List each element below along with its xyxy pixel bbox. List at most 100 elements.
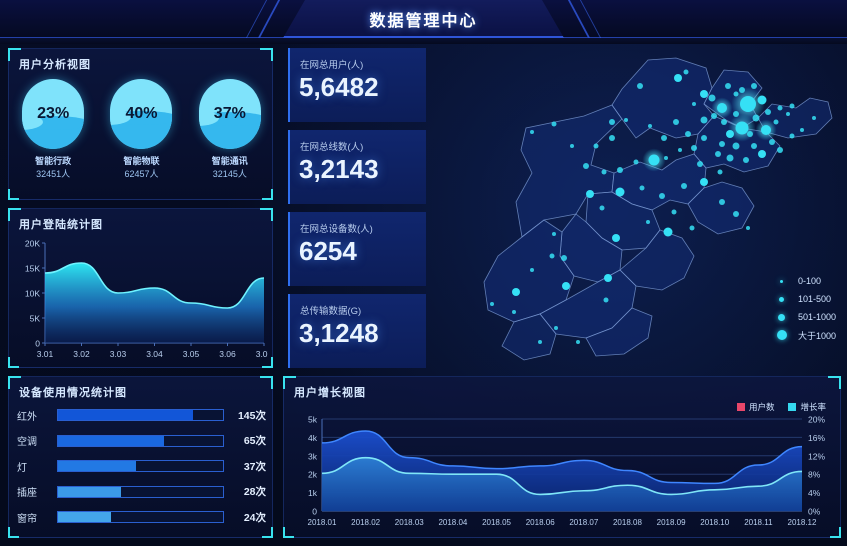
bar-value: 28次 xyxy=(243,486,266,498)
kpi-card-online-lines[interactable]: 在网总线数(人) 3,2143 xyxy=(288,130,426,204)
table-row[interactable]: 空调 65次 xyxy=(17,431,266,451)
panel-title-device-usage: 设备使用情况统计图 xyxy=(19,387,127,399)
gauge-2[interactable]: 40% 智能物联 62457人 xyxy=(105,79,177,199)
growth-legend[interactable]: 用户数 增长率 xyxy=(736,401,826,413)
gauge-label: 智能通讯 32145人 xyxy=(211,156,248,180)
svg-text:2018.10: 2018.10 xyxy=(700,518,729,527)
bar-track xyxy=(57,434,224,447)
table-row[interactable]: 灯 37次 xyxy=(17,456,266,476)
gauge-1[interactable]: 23% 智能行政 32451人 xyxy=(17,79,89,199)
table-row[interactable]: 窗帘 24次 xyxy=(17,507,266,527)
svg-text:1k: 1k xyxy=(308,488,318,498)
svg-text:20K: 20K xyxy=(25,239,40,249)
kpi-card-online-users[interactable]: 在网总用户(人) 5,6482 xyxy=(288,48,426,122)
bar-track xyxy=(57,511,224,523)
kpi-label: 在网总设备数(人) xyxy=(300,224,373,235)
map-legend-item-1: 0-100 xyxy=(776,272,836,290)
svg-text:0: 0 xyxy=(312,507,317,517)
gauge-circle: 37% xyxy=(198,79,261,149)
svg-text:2018.12: 2018.12 xyxy=(788,518,817,527)
svg-text:3.04: 3.04 xyxy=(146,349,163,359)
bar-value: 145次 xyxy=(237,409,266,422)
svg-text:0%: 0% xyxy=(808,507,821,517)
bar-track xyxy=(57,485,224,498)
header-diagonal-accent-left-outer xyxy=(245,0,268,38)
panel-user-growth: 用户增长视图 用户数 增长率 0 1k 2k 3k 4k 5k 0% 4% 8% 12% 16% 20%… xyxy=(283,376,841,538)
legend-dot-wrap xyxy=(776,296,798,302)
gauge-circle: 23% xyxy=(22,79,85,149)
svg-text:2018.04: 2018.04 xyxy=(438,518,467,527)
svg-text:4k: 4k xyxy=(308,433,318,443)
svg-text:3.06: 3.06 xyxy=(219,349,236,359)
svg-text:20%: 20% xyxy=(808,415,825,425)
panel-title-user-growth: 用户增长视图 xyxy=(294,387,366,399)
legend-label: 用户数 xyxy=(748,402,775,412)
growth-area-chart: 0 1k 2k 3k 4k 5k 0% 4% 8% 12% 16% 20% 2018.01 2018.02… xyxy=(290,403,836,533)
svg-text:2018.02: 2018.02 xyxy=(351,518,380,527)
svg-text:2018.07: 2018.07 xyxy=(569,518,598,527)
svg-text:3k: 3k xyxy=(308,451,318,461)
legend-item-2[interactable]: 增长率 xyxy=(788,401,826,413)
gauge-percent: 23% xyxy=(37,105,70,122)
svg-text:2018.08: 2018.08 xyxy=(613,518,642,527)
legend-dot xyxy=(776,330,787,340)
gauge-liquid-fill xyxy=(22,113,85,149)
kpi-value: 3,2143 xyxy=(299,154,379,184)
svg-text:3.02: 3.02 xyxy=(73,349,90,359)
map-legend-item-3: 501-1000 xyxy=(776,308,836,326)
legend-dot-wrap xyxy=(776,279,798,283)
kpi-card-online-devices[interactable]: 在网总设备数(人) 6254 xyxy=(288,212,426,286)
kpi-label: 总传输数据(G) xyxy=(300,306,362,317)
header-center-plate xyxy=(283,0,564,38)
table-row[interactable]: 插座 28次 xyxy=(17,482,266,502)
table-row[interactable]: 红外 145次 xyxy=(17,405,266,425)
gauge-liquid-fill xyxy=(198,109,261,149)
map-legend-label: 501-1000 xyxy=(797,312,836,322)
svg-text:15K: 15K xyxy=(25,264,40,274)
bar-fill xyxy=(58,461,136,471)
device-bar-list: 红外 145次空调 65次灯 37次插座 28次窗帘 24次 xyxy=(17,405,266,531)
gauge-3[interactable]: 37% 智能通讯 32145人 xyxy=(194,79,266,199)
gauge-percent: 37% xyxy=(213,105,246,122)
map-legend-label: 101-500 xyxy=(797,294,831,304)
header-under-strip xyxy=(0,38,847,44)
svg-text:8%: 8% xyxy=(808,470,821,480)
bar-label: 插座 xyxy=(17,488,37,499)
map-legend-label: 大于1000 xyxy=(797,330,836,341)
bar-value: 65次 xyxy=(243,435,266,447)
bar-value: 24次 xyxy=(243,511,266,524)
legend-item-1[interactable]: 用户数 xyxy=(736,401,775,413)
kpi-card-total-data[interactable]: 总传输数据(G) 3,1248 xyxy=(288,294,426,368)
region-map[interactable]: 0-100 101-500 501-1000 大于1000 xyxy=(436,42,844,374)
svg-text:12%: 12% xyxy=(808,451,825,461)
bar-fill xyxy=(58,486,121,497)
legend-dot xyxy=(778,313,786,321)
gauge-percent: 40% xyxy=(125,105,158,122)
kpi-value: 3,1248 xyxy=(299,318,379,348)
legend-dot-wrap xyxy=(776,313,798,321)
bar-fill xyxy=(58,435,164,446)
app-header: 数据管理中心 xyxy=(0,0,847,38)
svg-text:3.03: 3.03 xyxy=(110,349,127,359)
svg-text:2018.01: 2018.01 xyxy=(308,518,337,527)
svg-text:2018.09: 2018.09 xyxy=(657,518,686,527)
svg-text:5k: 5k xyxy=(308,415,318,425)
map-legend-item-2: 101-500 xyxy=(776,290,836,308)
panel-title-login-statistics: 用户登陆统计图 xyxy=(19,219,103,231)
kpi-value: 6254 xyxy=(299,236,357,266)
legend-dot xyxy=(779,296,785,302)
svg-text:2018.03: 2018.03 xyxy=(395,518,424,527)
bar-label: 灯 xyxy=(17,462,27,474)
svg-text:3.01: 3.01 xyxy=(37,349,54,359)
kpi-label: 在网总线数(人) xyxy=(300,142,364,153)
panel-title-user-analysis: 用户分析视图 xyxy=(19,59,91,71)
svg-text:5K: 5K xyxy=(30,314,41,324)
bar-label: 空调 xyxy=(17,437,37,448)
bar-value: 37次 xyxy=(243,460,266,473)
legend-label: 增长率 xyxy=(800,402,826,412)
legend-swatch xyxy=(788,403,797,411)
svg-text:10K: 10K xyxy=(25,289,40,299)
page-title: 数据管理中心 xyxy=(369,13,478,30)
svg-text:3.07: 3.07 xyxy=(256,349,268,359)
svg-text:0: 0 xyxy=(35,339,40,349)
